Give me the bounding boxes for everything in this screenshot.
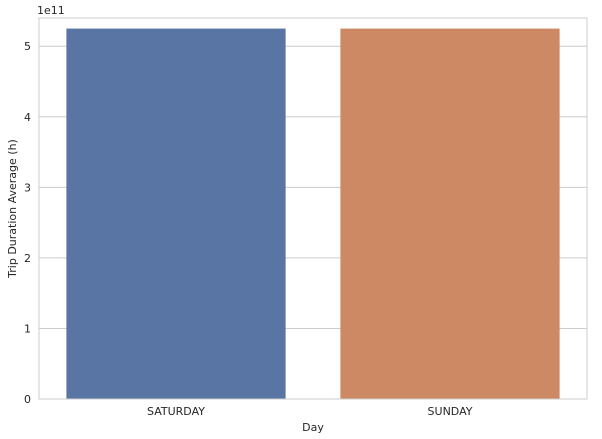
y-axis-label: Trip Duration Average (h) [6,139,19,279]
y-tick-label: 2 [24,252,31,265]
x-tick-label: SATURDAY [147,405,205,418]
plot-frame [38,17,588,400]
bar-sunday [340,28,560,399]
y-tick-label: 1 [24,322,31,335]
y-tick-label: 5 [24,40,31,53]
bar-saturday [66,28,286,399]
y-tick-labels: 0 1 2 3 4 5 [24,40,31,406]
y-axis-offset: 1e11 [37,4,65,17]
bars [66,28,560,399]
x-axis-label: Day [302,421,324,434]
x-tick-label: SUNDAY [428,405,473,418]
y-tick-label: 4 [24,111,31,124]
y-tick-label: 3 [24,181,31,194]
y-tick-label: 0 [24,393,31,406]
x-tick-labels: SATURDAY SUNDAY [147,405,473,418]
